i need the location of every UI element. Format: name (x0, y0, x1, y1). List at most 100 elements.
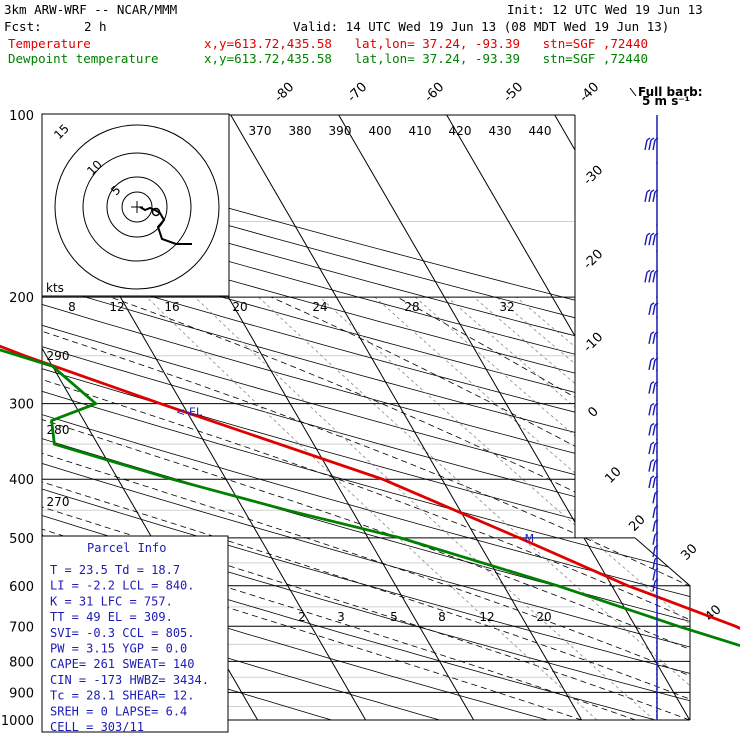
wind-barb-feather (648, 191, 652, 203)
parcel-info-title: Parcel Info (87, 541, 166, 555)
mixing-ratio-line (374, 296, 690, 720)
wind-barb-feather (654, 532, 659, 536)
dry-adiabat-line (42, 115, 486, 720)
wind-barb-feather (648, 359, 652, 371)
isotherm-label: 10 (602, 464, 624, 486)
dry-adiabat-label: 270 (47, 495, 70, 509)
isobar-label: 1000 (1, 714, 34, 729)
parcel-info-row: SREH = 0 LAPSE= 6.4 (50, 704, 187, 718)
init-time: Init: 12 UTC Wed 19 Jun 13 (507, 2, 703, 17)
dry-adiabat-line (42, 115, 690, 720)
wind-barb-feather (652, 558, 656, 570)
wind-barb-feather (650, 475, 655, 479)
isobar-label: 800 (9, 655, 34, 670)
wind-barb-feather (654, 189, 659, 193)
wind-barb-feather (654, 381, 659, 385)
wind-barb-feather (646, 232, 651, 236)
wind-barb-feather (648, 383, 652, 394)
isobar-label: 400 (9, 473, 34, 488)
wind-barb-feather (652, 493, 656, 504)
wind-barb-feather (654, 578, 659, 582)
theta-label: 410 (409, 124, 432, 138)
level-annotation-el: <-EL (176, 405, 203, 418)
dry-adiabat-line (42, 115, 690, 720)
mixing-ratio-label: 12 (479, 610, 494, 624)
mixing-ratio-label: 28 (404, 300, 419, 314)
wind-barb-feather (644, 272, 648, 283)
mixing-ratio-line (496, 296, 690, 720)
wind-barb-feather (654, 505, 659, 509)
wind-barb-feather (654, 357, 659, 361)
wind-barb-feather (654, 402, 659, 406)
wind-barbs (644, 115, 659, 720)
wind-barb-feather (654, 302, 659, 306)
wind-barb-feather (652, 304, 656, 316)
dry-adiabat-line (42, 115, 690, 720)
mixing-ratio-label: 5 (390, 610, 398, 624)
mixing-ratio-line (194, 296, 655, 720)
mixing-ratio-label: 32 (499, 300, 514, 314)
mixing-ratio-line (516, 296, 690, 720)
mixing-ratio-line (446, 296, 690, 720)
theta-label: 430 (489, 124, 512, 138)
wind-barb-feather (652, 191, 656, 203)
isotherm-label: -50 (501, 80, 527, 106)
parcel-info-row: CAPE= 261 SWEAT= 140 (50, 657, 195, 671)
mixing-ratio-label: 2 (298, 610, 306, 624)
isotherm-label: -80 (272, 80, 298, 106)
wind-barb-feather (652, 383, 656, 394)
wind-barb-feather (646, 189, 651, 193)
wind-barb-feather (650, 302, 655, 306)
wind-barb-feather (652, 235, 656, 246)
wind-barb-feather (654, 441, 659, 445)
isotherm-label: -10 (581, 330, 607, 356)
hodograph-units: kts (46, 281, 64, 295)
level-annotations: <-ELM<-LFC<-CCL<-LCL (176, 405, 534, 544)
mixing-ratio-label: 20 (232, 300, 247, 314)
wind-barb-feather (652, 139, 656, 151)
wind-barb-feather (652, 507, 656, 518)
wind-barb-feather (648, 235, 652, 246)
fcst-label: Fcst: (4, 19, 42, 34)
valid-time: Valid: 14 UTC Wed 19 Jun 13 (08 MDT Wed … (293, 19, 669, 34)
hodograph-trace (139, 206, 192, 245)
dewpoint-legend-info: x,y=613.72,435.58 lat,lon= 37.24, -93.39… (204, 51, 648, 66)
barb-legend-staff (629, 87, 637, 97)
wind-barb-feather (648, 461, 652, 472)
wind-barb-feather (654, 544, 659, 548)
parcel-info-row: PW = 3.15 YGP = 0.0 (50, 642, 187, 656)
isotherm-label: 20 (626, 512, 648, 534)
parcel-info-row: SVI= -0.3 CCL = 805. (50, 626, 195, 640)
dry-adiabat-line (42, 115, 690, 720)
parcel-info-row: T = 23.5 Td = 18.7 (50, 563, 180, 577)
wind-barb-feather (652, 444, 656, 455)
theta-label: 370 (249, 124, 272, 138)
isotherm-label: 30 (678, 541, 700, 563)
wind-barb-feather (650, 381, 655, 385)
isotherm-line (230, 115, 590, 720)
wind-barb-feather (652, 359, 656, 371)
parcel-info-rows: T = 23.5 Td = 18.7 LI = -2.2 LCL = 840.K … (50, 563, 209, 734)
wind-barb-feather (648, 139, 652, 151)
wind-barb-feather (648, 477, 652, 489)
wind-barb-feather (648, 444, 652, 455)
isotherm-label: -60 (422, 80, 448, 106)
wind-barb-feather (652, 333, 656, 344)
wind-barb-feather (654, 490, 659, 494)
wind-barb-feather (650, 422, 655, 427)
wind-barb-feather (654, 475, 659, 479)
wind-barb-feather (652, 425, 656, 436)
dry-adiabat-line (42, 115, 690, 720)
wind-barb-feather (654, 556, 659, 560)
wind-barb-feather (646, 269, 651, 273)
isotherm-line (338, 115, 690, 720)
fcst-value: 2 h (84, 19, 107, 34)
hodograph-ring-middle (106, 176, 168, 238)
isobar-label: 500 (9, 532, 34, 547)
theta-label: 390 (329, 124, 352, 138)
wind-barb-feather (652, 521, 656, 532)
temperature-profile (0, 344, 740, 630)
wind-barb-feather (650, 402, 655, 406)
dry-adiabat-line (42, 115, 690, 720)
moist-adiabat-line (271, 296, 690, 720)
